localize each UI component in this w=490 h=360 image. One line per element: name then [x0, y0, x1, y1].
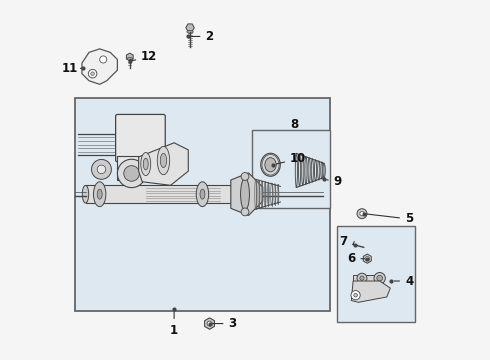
Ellipse shape	[160, 153, 167, 168]
Circle shape	[97, 165, 106, 174]
Text: 7: 7	[340, 235, 355, 248]
Ellipse shape	[245, 185, 252, 203]
FancyBboxPatch shape	[116, 114, 165, 162]
Ellipse shape	[141, 153, 151, 176]
Text: 4: 4	[394, 275, 413, 288]
Circle shape	[365, 257, 369, 261]
Circle shape	[207, 321, 212, 326]
Ellipse shape	[143, 158, 148, 170]
Text: 11: 11	[61, 62, 83, 75]
Circle shape	[351, 291, 360, 300]
Ellipse shape	[97, 189, 102, 199]
Ellipse shape	[200, 189, 205, 199]
Text: 10: 10	[276, 152, 306, 165]
Polygon shape	[82, 49, 118, 84]
Text: 8: 8	[291, 118, 299, 131]
Bar	[351, 279, 397, 299]
Circle shape	[91, 72, 95, 76]
Circle shape	[92, 159, 111, 179]
Text: 12: 12	[132, 50, 157, 63]
Circle shape	[377, 275, 383, 281]
Circle shape	[354, 293, 357, 297]
Ellipse shape	[265, 158, 276, 172]
Circle shape	[360, 276, 364, 280]
Text: 3: 3	[212, 317, 237, 330]
Circle shape	[118, 159, 146, 188]
Text: 9: 9	[327, 175, 342, 188]
Text: 5: 5	[367, 212, 413, 225]
Polygon shape	[351, 281, 391, 302]
Bar	[75, 99, 330, 311]
Bar	[118, 157, 159, 180]
Circle shape	[360, 212, 364, 216]
Circle shape	[357, 209, 367, 219]
Text: 2: 2	[191, 30, 214, 43]
Circle shape	[357, 273, 367, 283]
Ellipse shape	[241, 178, 249, 210]
Ellipse shape	[323, 163, 325, 177]
Ellipse shape	[187, 31, 193, 33]
Ellipse shape	[127, 58, 133, 60]
Ellipse shape	[157, 146, 170, 175]
Text: 1: 1	[170, 312, 178, 337]
Circle shape	[374, 273, 385, 284]
Ellipse shape	[241, 208, 249, 216]
Circle shape	[99, 56, 107, 63]
Circle shape	[124, 166, 139, 181]
Ellipse shape	[82, 185, 89, 203]
Text: 6: 6	[347, 252, 365, 265]
Polygon shape	[139, 143, 188, 185]
Polygon shape	[231, 173, 263, 215]
Ellipse shape	[261, 153, 280, 176]
Bar	[353, 275, 380, 281]
Ellipse shape	[196, 182, 209, 207]
Circle shape	[88, 69, 97, 78]
Bar	[85, 185, 248, 203]
Bar	[252, 130, 330, 208]
Ellipse shape	[241, 172, 249, 180]
Bar	[337, 226, 415, 322]
Ellipse shape	[94, 182, 106, 207]
